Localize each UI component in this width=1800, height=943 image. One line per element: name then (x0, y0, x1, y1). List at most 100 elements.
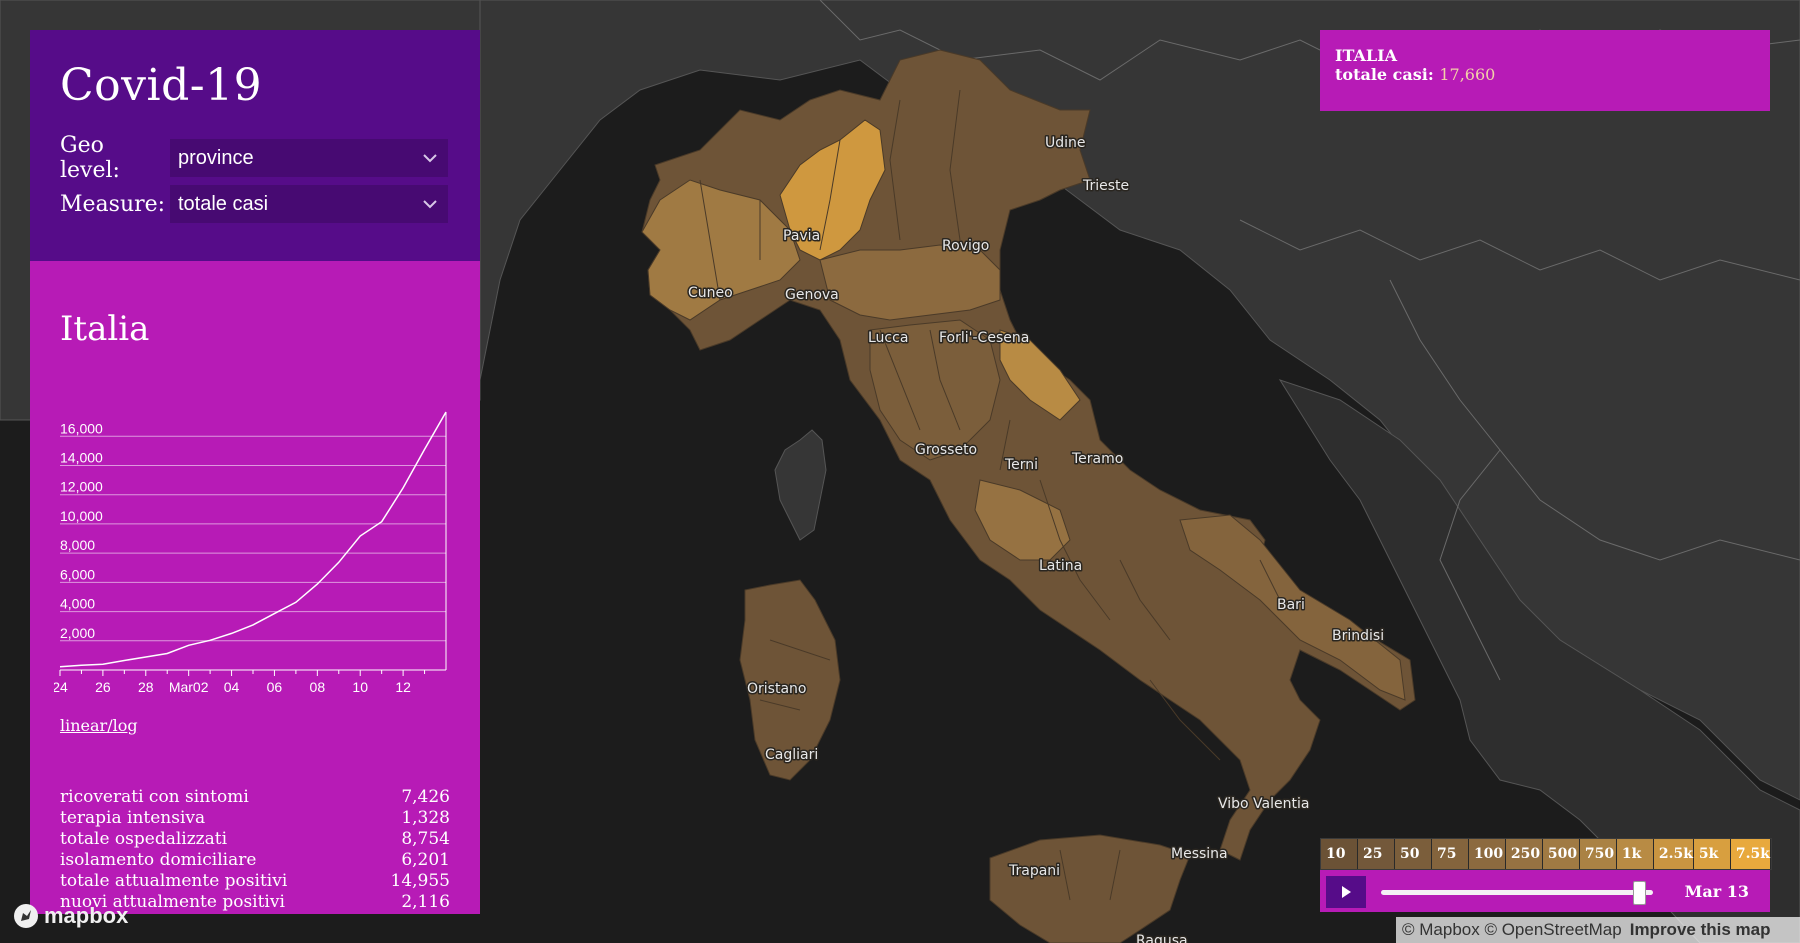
legend-cell: 5k (1693, 839, 1731, 869)
measure-select[interactable]: totale casi (170, 185, 448, 223)
x-tick-label: 28 (138, 679, 154, 695)
y-tick-label: 6,000 (60, 566, 95, 582)
city-label-ragusa: Ragusa (1136, 933, 1188, 943)
city-label-trapani: Trapani (1008, 863, 1060, 879)
y-tick-label: 16,000 (60, 420, 103, 436)
stat-label: totale ospedalizzati (60, 829, 228, 849)
stat-row: totale ospedalizzati 8,754 (60, 829, 450, 850)
timeline-date: Mar 13 (1684, 882, 1749, 901)
stat-value: 14,955 (390, 871, 450, 891)
y-tick-label: 4,000 (60, 596, 95, 612)
stat-row: nuovi attualmente positivi 2,116 (60, 892, 450, 913)
city-label-udine: Udine (1045, 135, 1086, 151)
legend-cell: 750 (1579, 839, 1617, 869)
color-legend: 10 25 50 75 100 250 500 750 1k 2.5k 5k 7… (1320, 838, 1772, 870)
chart-series-line (59, 411, 447, 668)
lombardy-provinces[interactable] (779, 119, 886, 261)
chart-y-axis: 2,000 4,000 6,000 8,000 10,000 12,000 14,000 16… (60, 420, 103, 641)
y-tick-label: 8,000 (60, 537, 95, 553)
x-tick-label: 08 (310, 679, 326, 695)
cases-line-chart[interactable]: 2,000 4,000 6,000 8,000 10,000 12,000 14,000 16… (54, 410, 484, 710)
stats-list: ricoverati con sintomi 7,426 terapia inte… (60, 787, 450, 913)
legend-cell: 2.5k (1653, 839, 1694, 869)
stat-row: ricoverati con sintomi 7,426 (60, 787, 450, 808)
panel-header: Covid-19 Geo level: province Measure: to… (30, 30, 480, 261)
city-label-brindisi: Brindisi (1332, 628, 1384, 644)
legend-cell: 75 (1431, 839, 1469, 869)
sardinia[interactable] (739, 579, 841, 781)
timeline-slider-handle[interactable] (1633, 881, 1647, 905)
city-label-rovigo: Rovigo (942, 238, 989, 254)
chart-grid (60, 412, 447, 671)
tuscany-provinces[interactable] (869, 319, 1001, 461)
stat-label: nuovi attualmente positivi (60, 892, 285, 912)
stat-row: terapia intensiva 1,328 (60, 808, 450, 829)
geo-level-select[interactable]: province (170, 139, 448, 177)
emilia-provinces[interactable] (819, 244, 1001, 321)
stat-row: totale attualmente positivi 14,955 (60, 871, 450, 892)
y-tick-label: 12,000 (60, 479, 103, 495)
puglia-provinces[interactable] (1179, 514, 1406, 701)
measure-value: totale casi (178, 192, 269, 215)
geo-level-row: Geo level: province (60, 133, 448, 183)
play-button[interactable] (1326, 876, 1366, 908)
city-label-oristano: Oristano (747, 681, 806, 697)
stat-value: 7,426 (401, 787, 450, 807)
y-tick-label: 14,000 (60, 449, 103, 465)
mapbox-logo-icon (14, 904, 38, 928)
city-label-cagliari: Cagliari (765, 747, 818, 763)
city-label-grosseto: Grosseto (915, 442, 977, 458)
city-label-cuneo: Cuneo (688, 285, 733, 301)
city-label-trieste: Trieste (1082, 178, 1129, 194)
legend-cell: 7.5k (1730, 839, 1771, 869)
stat-label: terapia intensiva (60, 808, 206, 828)
corsica (774, 429, 827, 541)
stat-value: 1,328 (401, 808, 450, 828)
chart-x-axis: 24 26 28 Mar02 04 06 08 10 12 (54, 670, 426, 695)
app-title: Covid-19 (60, 60, 263, 111)
lazio-provinces[interactable] (974, 479, 1071, 561)
mapbox-logo[interactable]: mapbox (12, 902, 128, 930)
city-label-bari: Bari (1277, 597, 1305, 613)
timeline-control: Mar 13 (1320, 870, 1770, 912)
city-label-pavia: Pavia (783, 228, 820, 244)
stat-row: isolamento domiciliare 6,201 (60, 850, 450, 871)
tooltip-measure: totale casi (1335, 65, 1428, 84)
legend-cell: 10 (1321, 839, 1358, 869)
province-borders (699, 89, 1281, 901)
stat-label: totale attualmente positivi (60, 871, 288, 891)
linear-log-toggle[interactable]: linear/log (60, 716, 138, 735)
city-label-lucca: Lucca (868, 330, 908, 346)
legend-cell: 100 (1468, 839, 1506, 869)
sicily[interactable] (989, 834, 1191, 943)
stat-label: isolamento domiciliare (60, 850, 257, 870)
play-icon (1342, 886, 1351, 898)
timeline-slider-track[interactable] (1381, 890, 1653, 895)
measure-row: Measure: totale casi (60, 185, 448, 223)
geo-level-label: Geo level: (60, 133, 120, 183)
control-panel: Covid-19 Geo level: province Measure: to… (30, 30, 480, 914)
city-label-terni: Terni (1004, 457, 1038, 473)
x-tick-label: 10 (352, 679, 368, 695)
legend-cell: 25 (1357, 839, 1395, 869)
legend-cell: 250 (1505, 839, 1543, 869)
x-tick-label: 04 (224, 679, 240, 695)
map-attribution: © Mapbox © OpenStreetMap Improve this ma… (1396, 917, 1800, 943)
country-borders (819, 0, 1800, 681)
city-label-vibo-valentia: Vibo Valentia (1218, 796, 1309, 812)
tooltip-value: 17,660 (1439, 65, 1496, 84)
legend-cell: 500 (1542, 839, 1580, 869)
marche-provinces[interactable] (999, 329, 1081, 421)
stat-value: 2,116 (401, 892, 450, 912)
stat-value: 6,201 (401, 850, 450, 870)
x-tick-label: Mar02 (169, 679, 209, 695)
city-labels: Udine Trieste Pavia Rovigo Cuneo Genova … (687, 134, 1386, 943)
x-tick-label: 12 (395, 679, 411, 695)
city-label-forli-cesena: Forli'-Cesena (939, 330, 1029, 346)
stat-value: 8,754 (401, 829, 450, 849)
chevron-down-icon (423, 154, 437, 163)
improve-map-link[interactable]: Improve this map (1629, 920, 1771, 939)
attribution-text[interactable]: © Mapbox © OpenStreetMap (1402, 920, 1622, 939)
measure-label: Measure: (60, 191, 166, 217)
city-label-teramo: Teramo (1071, 451, 1123, 467)
